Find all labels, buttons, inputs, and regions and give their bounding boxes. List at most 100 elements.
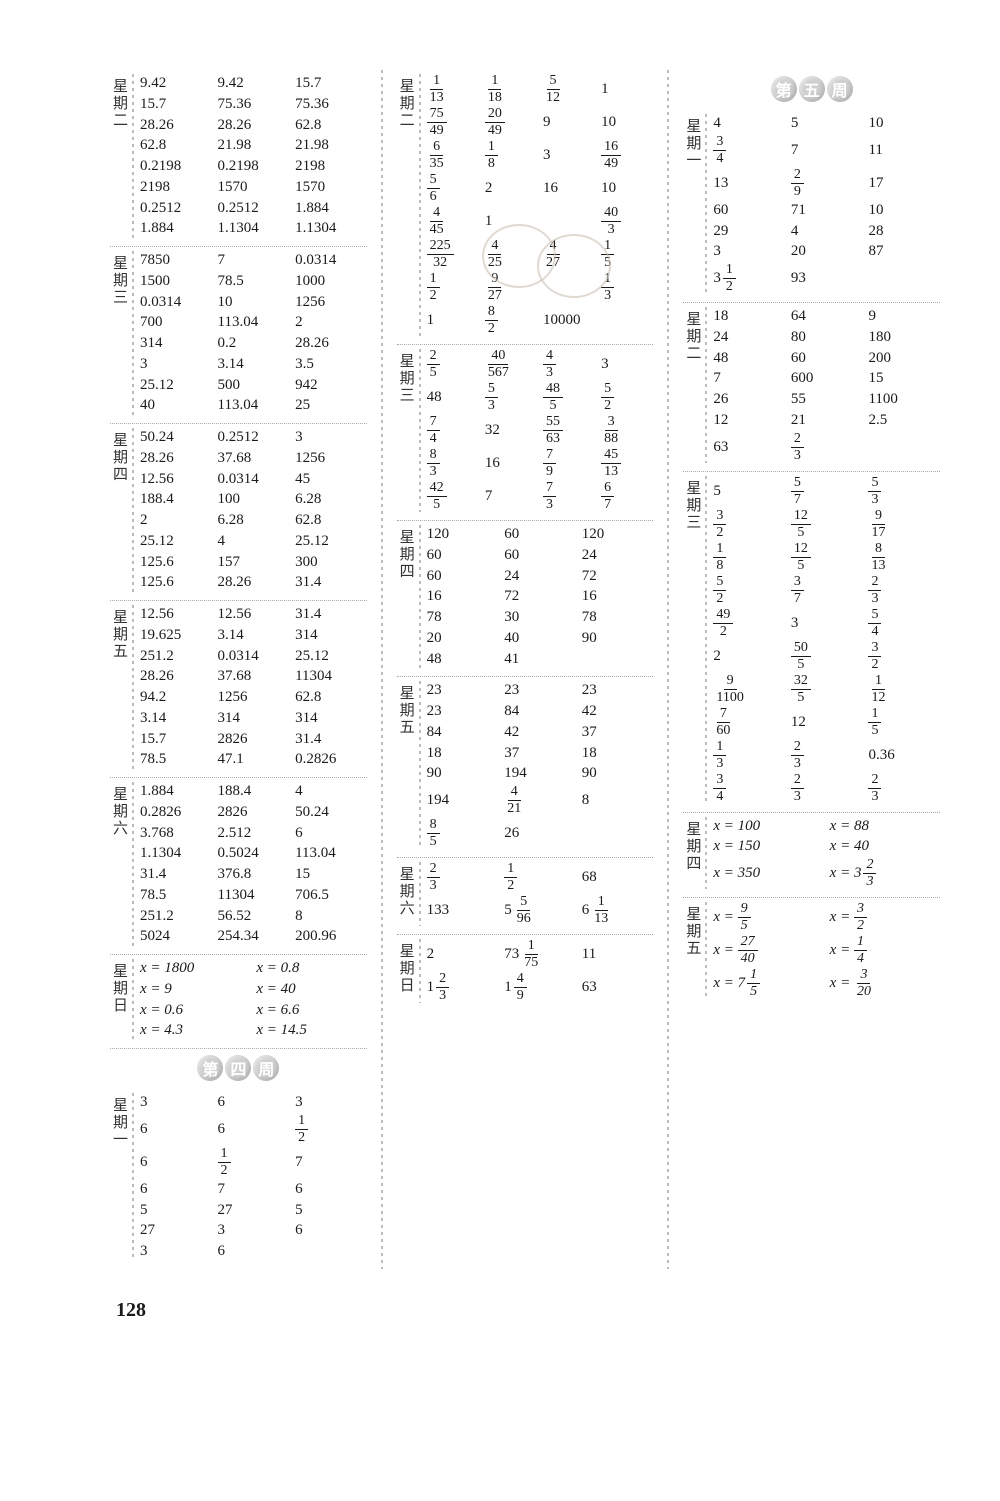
- data-cell: 20: [427, 629, 499, 648]
- data-cell: 3: [218, 1221, 290, 1240]
- data-cell: 29: [713, 222, 785, 241]
- data-cell: 1.884: [140, 219, 212, 238]
- data-cell: 113: [427, 74, 479, 105]
- data-cell: 300: [295, 553, 367, 572]
- data-cell: 24: [504, 567, 576, 586]
- data-cell: x = 2740: [713, 935, 823, 966]
- data-cell: 7: [218, 251, 290, 270]
- data-cell: 0.2512: [140, 199, 212, 218]
- data-cell: 34: [713, 773, 785, 804]
- data-cell: 3.14: [218, 355, 290, 374]
- day-label: 星期六: [397, 862, 417, 926]
- data-cell: 19.625: [140, 626, 212, 645]
- data-cell: 84: [504, 702, 576, 721]
- day-block: 星期五2323232384428442371837189019490194421…: [397, 677, 654, 858]
- cell-grid: 1206012060602460247216721678307820409048…: [427, 525, 654, 668]
- data-cell: 50.24: [295, 803, 367, 822]
- day-block: 星期五x = 95x = 32x = 2740x = 14x = 715x = …: [683, 898, 940, 1007]
- data-cell: 42: [582, 702, 654, 721]
- data-cell: 700: [140, 313, 212, 332]
- cell-grid: 451034711132917607110294283208731293: [713, 114, 940, 294]
- data-cell: 28: [868, 222, 940, 241]
- data-cell: 2.512: [218, 824, 290, 843]
- day-separator: [705, 902, 707, 999]
- data-cell: 15: [295, 865, 367, 884]
- data-cell: 52: [601, 382, 653, 413]
- day-separator: [705, 114, 707, 294]
- data-cell: x = 0.8: [256, 959, 366, 978]
- data-cell: 0.0314: [295, 251, 367, 270]
- data-cell: 80: [791, 328, 863, 347]
- data-cell: 4: [713, 114, 785, 133]
- data-cell: 3: [140, 1093, 212, 1112]
- data-cell: 83: [427, 448, 479, 479]
- data-cell: 23: [504, 681, 576, 700]
- day-label: 星期一: [110, 1093, 130, 1261]
- data-cell: 4513: [601, 448, 653, 479]
- data-cell: 4: [295, 782, 367, 801]
- data-cell: 2826: [218, 803, 290, 822]
- data-cell: x = 4.3: [140, 1021, 250, 1040]
- day-block: 星期二1864924801804860200760015265511001221…: [683, 303, 940, 472]
- data-cell: 813: [868, 542, 940, 573]
- day-separator: [132, 605, 134, 769]
- data-cell: 16: [427, 587, 499, 606]
- data-cell: 94.2: [140, 688, 212, 707]
- data-cell: 10: [601, 179, 653, 198]
- data-cell: 13: [601, 272, 653, 303]
- data-cell: 10000: [543, 311, 595, 330]
- data-cell: 149: [504, 972, 576, 1003]
- data-cell: 53: [868, 476, 940, 507]
- data-cell: 3.14: [140, 709, 212, 728]
- data-cell: 11304: [295, 667, 367, 686]
- data-cell: 56: [427, 173, 479, 204]
- data-cell: 23: [868, 773, 940, 804]
- data-cell: 3: [295, 428, 367, 447]
- data-cell: 760: [713, 707, 785, 738]
- data-cell: 188.4: [218, 782, 290, 801]
- data-cell: 188.4: [140, 490, 212, 509]
- data-cell: 37.68: [218, 667, 290, 686]
- day-block: 星期二9.429.4215.715.775.3675.3628.2628.266…: [110, 70, 367, 247]
- data-cell: 12.56: [218, 605, 290, 624]
- data-cell: 2: [485, 179, 537, 198]
- data-cell: 314: [295, 709, 367, 728]
- data-cell: 17: [868, 174, 940, 193]
- data-cell: 28.26: [140, 667, 212, 686]
- data-cell: 16: [582, 587, 654, 606]
- data-cell: 1570: [295, 178, 367, 197]
- data-cell: 28.26: [218, 116, 290, 135]
- data-cell: 18: [485, 140, 537, 171]
- data-cell: 485: [543, 382, 595, 413]
- data-cell: 3: [140, 355, 212, 374]
- data-cell: 125: [791, 509, 863, 540]
- week-badge-char: 周: [827, 76, 853, 102]
- data-cell: 917: [868, 509, 940, 540]
- data-cell: x = 150: [713, 837, 823, 856]
- week-badge-char: 第: [771, 76, 797, 102]
- day-separator: [132, 782, 134, 946]
- data-cell: 5: [295, 1201, 367, 1220]
- data-cell: 32: [713, 509, 785, 540]
- data-cell: 425: [485, 239, 537, 270]
- day-separator: [419, 862, 421, 926]
- data-cell: 120: [427, 525, 499, 544]
- data-cell: 90: [582, 629, 654, 648]
- data-cell: 2198: [140, 178, 212, 197]
- data-cell: 82: [485, 305, 537, 336]
- data-cell: 427: [543, 239, 595, 270]
- data-cell: 78.5: [140, 886, 212, 905]
- data-cell: 4: [791, 222, 863, 241]
- data-cell: 84: [427, 723, 499, 742]
- data-cell: 48: [427, 388, 479, 407]
- data-cell: 90: [427, 764, 499, 783]
- data-cell: 0.2198: [140, 157, 212, 176]
- column: 星期二1131185121754920499106351831649562161…: [397, 70, 654, 1269]
- data-cell: 425: [427, 481, 479, 512]
- data-cell: 72: [504, 587, 576, 606]
- data-cell: 123: [427, 972, 499, 1003]
- data-cell: 18: [582, 744, 654, 763]
- data-cell: 25.12: [295, 532, 367, 551]
- data-cell: 93: [791, 269, 863, 288]
- data-cell: x = 350: [713, 864, 823, 883]
